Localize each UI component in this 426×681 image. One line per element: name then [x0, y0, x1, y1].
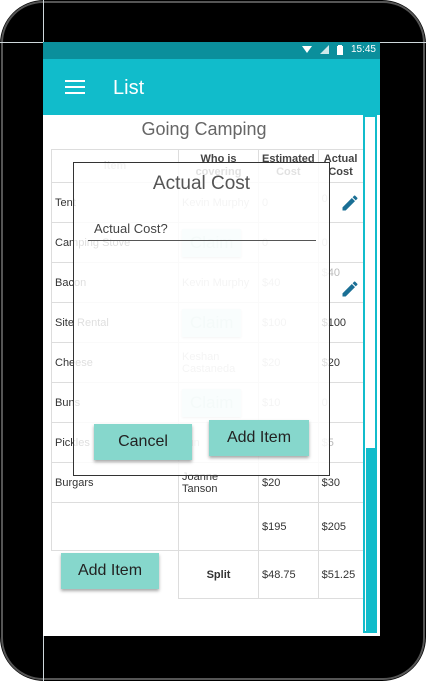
dialog-title: Actual Cost	[152, 173, 251, 194]
totals-spacer	[178, 502, 259, 551]
menu-icon[interactable]	[65, 80, 85, 94]
list-title: Going Camping	[141, 119, 267, 139]
split-estimated: $48.75	[258, 550, 319, 599]
scrollbar-thumb[interactable]	[366, 448, 375, 631]
status-time: 15:45	[350, 44, 376, 55]
status-bar: 15:45	[43, 42, 380, 59]
total-estimated: $195	[258, 502, 319, 551]
app-title: List	[113, 77, 145, 99]
add-item-button[interactable]: Add Item	[61, 553, 159, 589]
cancel-button[interactable]: Cancel	[94, 424, 192, 460]
total-actual: $205	[317, 502, 364, 551]
edit-pencil-icon[interactable]	[340, 193, 360, 213]
actual-cost-input[interactable]	[88, 239, 316, 241]
app-bar: List	[43, 59, 380, 115]
split-label: Split	[178, 550, 259, 599]
signal-icon	[319, 45, 329, 54]
add-item-cell	[51, 502, 179, 551]
battery-icon	[336, 44, 343, 55]
totals-row: $195 $205	[51, 502, 364, 551]
actual-cost-label: Actual Cost?	[94, 221, 168, 236]
edit-pencil-icon[interactable]	[340, 279, 360, 299]
dialog-add-item-button[interactable]: Add Item	[209, 420, 309, 456]
wifi-icon	[301, 46, 312, 53]
split-actual: $51.25	[317, 550, 364, 599]
actual-cost-dialog: Actual Cost Actual Cost? Cancel Add Item	[73, 162, 330, 476]
